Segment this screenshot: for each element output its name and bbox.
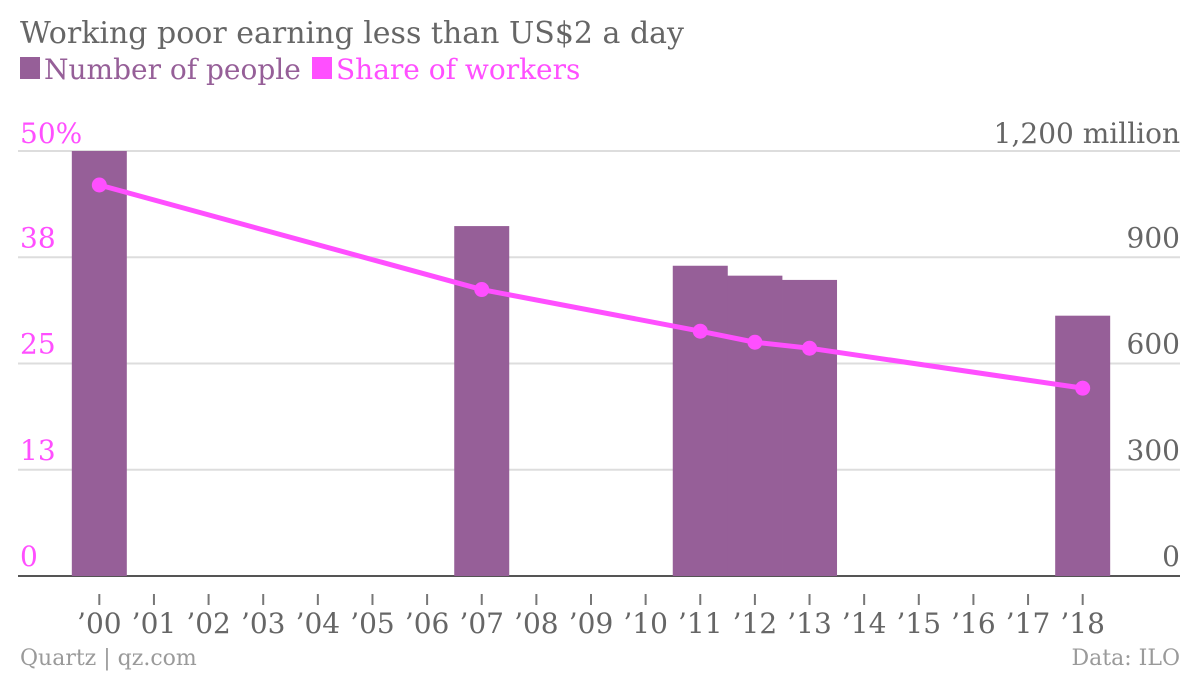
- left-axis-ticks: 0 13 25 38 50%: [20, 117, 82, 573]
- point-share-of-workers: [692, 323, 708, 339]
- bar-number-of-people: [727, 275, 783, 576]
- left-axis-tick-label: 38: [20, 221, 56, 254]
- x-axis-tick-label: ’14: [842, 607, 887, 640]
- footer-source-right: Data: ILO: [1072, 646, 1180, 671]
- x-axis-tick-label: ’01: [132, 607, 177, 640]
- x-axis-tick-label: ’13: [787, 607, 832, 640]
- point-share-of-workers: [747, 334, 763, 350]
- right-axis-tick-label: 900: [1127, 221, 1180, 254]
- footer-source-left: Quartz | qz.com: [20, 646, 197, 671]
- legend-number-of-people-label: Number of people: [44, 53, 301, 86]
- point-share-of-workers: [474, 282, 490, 298]
- x-axis-tick-label: ’17: [1006, 607, 1051, 640]
- bar-number-of-people: [1055, 315, 1111, 576]
- line-series-share-of-workers: [91, 177, 1091, 396]
- bar-number-of-people: [782, 279, 838, 576]
- left-axis-tick-label: 0: [20, 540, 38, 573]
- point-share-of-workers: [91, 177, 107, 193]
- right-axis-tick-label: 0: [1162, 540, 1180, 573]
- x-axis-tick-label: ’03: [241, 607, 286, 640]
- x-axis-tick-label: ’11: [678, 607, 723, 640]
- right-axis-tick-label: 1,200 million: [994, 117, 1180, 150]
- x-axis-ticks: ’00 ’01 ’02 ’03 ’04 ’05 ’06 ’07 ’08 ’09 ’10 ’11 ’12 ’…: [77, 594, 1105, 640]
- left-axis-tick-label: 25: [20, 328, 56, 361]
- legend-number-of-people-swatch: [20, 57, 40, 79]
- x-axis-tick-label: ’05: [350, 607, 395, 640]
- line-share-of-workers: [96, 182, 1086, 391]
- x-axis-tick-label: ’06: [405, 607, 450, 640]
- left-axis-tick-label: 50%: [20, 117, 82, 150]
- left-axis-tick-label: 13: [20, 434, 56, 467]
- bar-number-of-people: [454, 226, 510, 577]
- x-axis-tick-label: ’15: [897, 607, 942, 640]
- gridlines: [18, 150, 1180, 577]
- x-axis-tick-label: ’02: [186, 607, 231, 640]
- legend-share-of-workers-swatch: [312, 57, 332, 79]
- bar-number-of-people: [71, 151, 127, 576]
- x-axis-tick-label: ’09: [569, 607, 614, 640]
- x-axis-tick-label: ’04: [296, 607, 341, 640]
- bar-series-number-of-people: [71, 151, 1111, 577]
- x-axis-tick-label: ’18: [1060, 607, 1105, 640]
- x-axis-tick-label: ’08: [514, 607, 559, 640]
- x-axis-tick-label: ’16: [951, 607, 996, 640]
- x-axis-tick-label: ’10: [623, 607, 668, 640]
- point-share-of-workers: [1075, 380, 1091, 396]
- right-axis-ticks: 0 300 600 900 1,200 million: [994, 117, 1180, 573]
- right-axis-tick-label: 300: [1127, 434, 1180, 467]
- legend-share-of-workers-label: Share of workers: [336, 53, 580, 86]
- right-axis-tick-label: 600: [1127, 328, 1180, 361]
- x-axis-tick-label: ’07: [459, 607, 504, 640]
- point-share-of-workers: [802, 340, 818, 356]
- chart-title: Working poor earning less than US$2 a da…: [20, 16, 684, 51]
- x-axis-tick-label: ’12: [733, 607, 778, 640]
- bar-number-of-people: [672, 265, 728, 576]
- x-axis-tick-label: ’00: [77, 607, 122, 640]
